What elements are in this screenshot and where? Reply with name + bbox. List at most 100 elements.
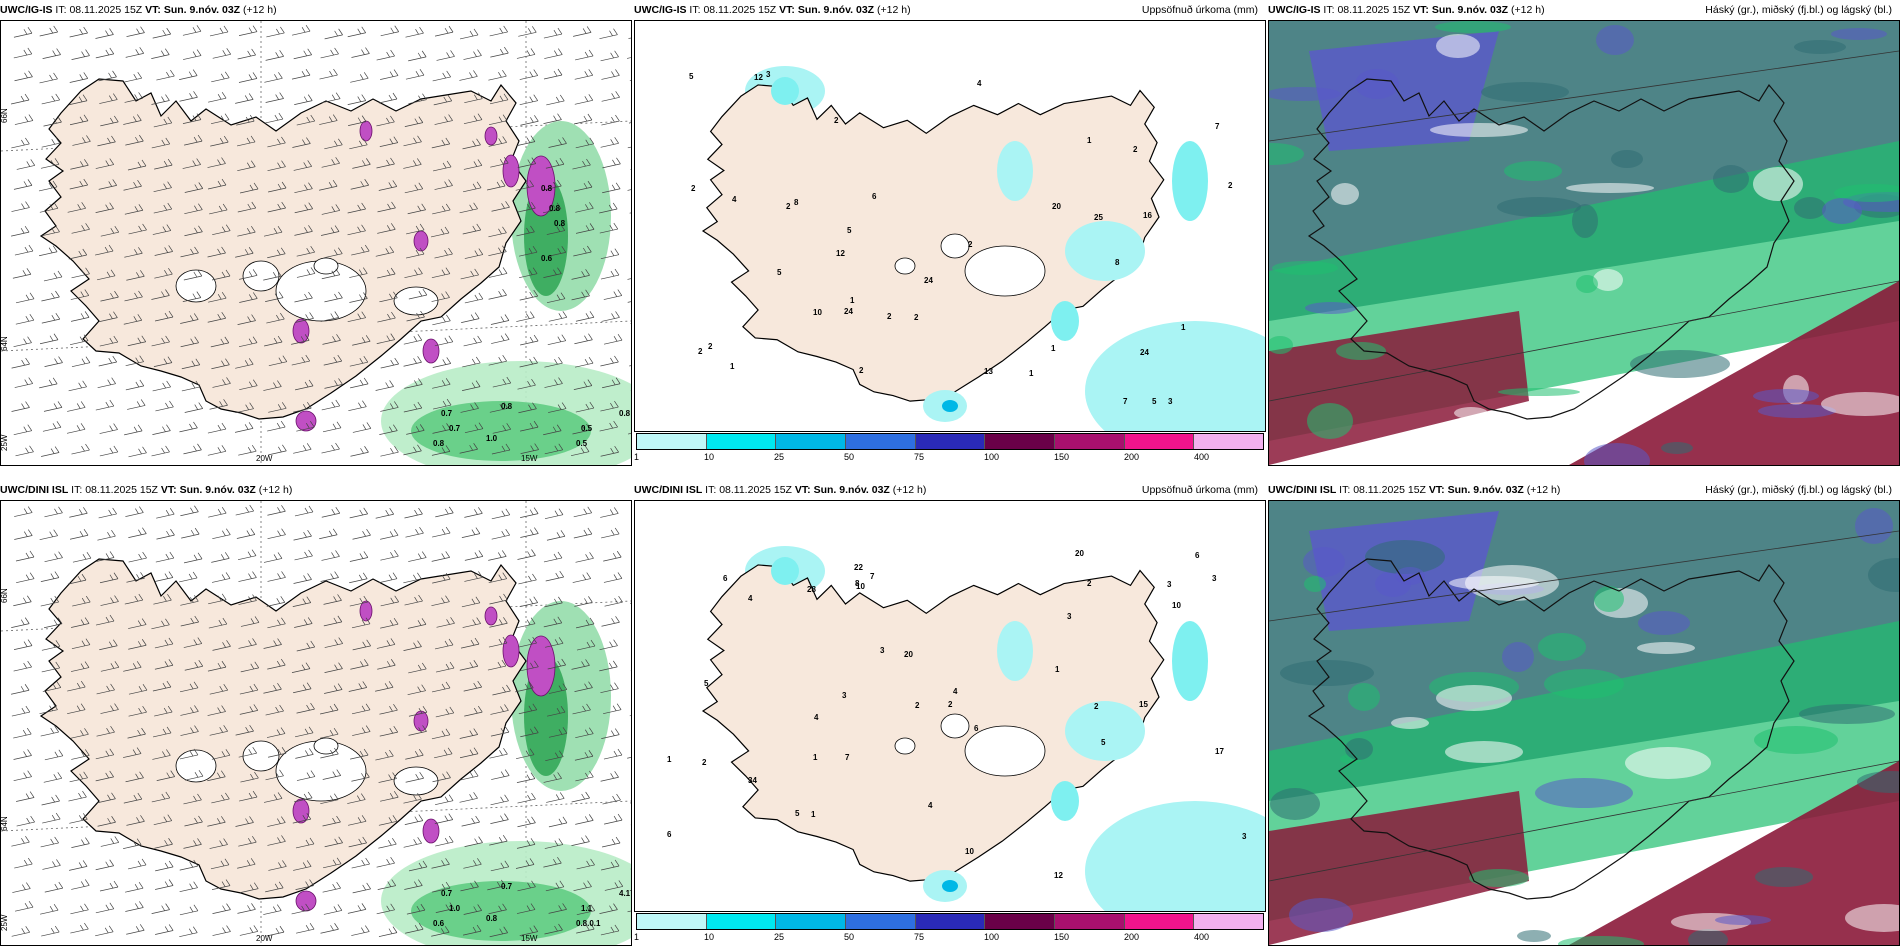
wind-barb bbox=[462, 617, 481, 628]
glacier-patch bbox=[313, 257, 339, 275]
wind-barb bbox=[208, 617, 228, 629]
cloud-patch bbox=[1566, 183, 1654, 193]
wind-barb bbox=[627, 278, 631, 280]
cloud-patch bbox=[1336, 342, 1386, 360]
wind-barb bbox=[296, 923, 315, 934]
wind-barb bbox=[240, 616, 260, 627]
wind-barb bbox=[95, 902, 115, 914]
wind-barb bbox=[403, 356, 422, 367]
wind-barb bbox=[603, 289, 623, 300]
wind-barb bbox=[43, 115, 62, 127]
wind-barb bbox=[626, 57, 631, 59]
snow-spot bbox=[359, 120, 373, 142]
wind-barb bbox=[184, 815, 203, 827]
wind-barb bbox=[123, 71, 143, 83]
wind-speed-label: 0.7 bbox=[501, 882, 513, 891]
wind-map[interactable]: 0.7 0.7 1.1 4.1 1.0 0.8 0.6 0.8.0.1 20W 15W 66N 64N… bbox=[0, 500, 632, 946]
wind-barb bbox=[207, 770, 226, 782]
precip-map[interactable]: 2 1 6 3 12 10 6 3 5 6 7 2 3 17 34 20 28 22 4 6 3 7 4 10 8 20 15 10 1… bbox=[634, 500, 1266, 912]
wind-barb bbox=[491, 508, 511, 520]
wind-barb bbox=[349, 138, 368, 150]
wind-barb bbox=[575, 617, 595, 629]
wind-barb bbox=[184, 660, 204, 671]
wind-barb bbox=[40, 725, 59, 737]
wind-barb bbox=[208, 593, 227, 605]
wind-barb bbox=[544, 923, 563, 935]
panel-clouds-row2: UWC/DINI ISL IT: 08.11.2025 15Z VT: Sun.… bbox=[1268, 480, 1900, 950]
precip-value-label: 3 bbox=[766, 70, 771, 79]
cloud-patch bbox=[1713, 165, 1749, 193]
cloud-patch bbox=[1498, 388, 1580, 396]
axis-label: 25W bbox=[1, 434, 9, 451]
wind-map[interactable]: 0.7 0.8 0.5 0.8 0.7 1.0 0.8 0.5 0.8 0.8 0.8 0.6 20W 1… bbox=[0, 20, 632, 466]
wind-barb bbox=[40, 836, 59, 848]
wind-barb bbox=[44, 551, 63, 563]
wind-barb bbox=[154, 245, 173, 256]
wind-barb bbox=[211, 879, 231, 890]
precip-value-label: 2 bbox=[698, 347, 703, 356]
colorbar-tick: 10 bbox=[704, 932, 715, 942]
wind-barb bbox=[375, 246, 395, 257]
wind-barb bbox=[435, 506, 454, 518]
wind-barb bbox=[347, 793, 366, 804]
cloud-patch bbox=[1821, 392, 1899, 416]
precip-value-label: 4 bbox=[977, 79, 982, 88]
cloud-map[interactable] bbox=[1268, 20, 1900, 466]
panel-clouds-row1: UWC/IG-IS IT: 08.11.2025 15Z VT: Sun. 9.… bbox=[1268, 0, 1900, 480]
cloud-map[interactable] bbox=[1268, 500, 1900, 946]
wind-barb bbox=[600, 507, 619, 518]
model-name: UWC/IG-IS bbox=[1268, 4, 1321, 16]
wind-barb bbox=[380, 357, 399, 369]
wind-barb bbox=[574, 333, 593, 345]
precip-map[interactable]: 24 2 12 8 3 2 2 12 24 25 16 4 5 7 5 1 2 2 7 6 5 8 1 10 24 20 13 2 2 2… bbox=[634, 20, 1266, 432]
cloud-patch bbox=[1794, 197, 1826, 219]
wind-barb bbox=[15, 550, 35, 562]
glacier-patch bbox=[940, 233, 970, 259]
wind-barb bbox=[238, 444, 257, 456]
wind-barb bbox=[40, 904, 59, 915]
wind-barb bbox=[322, 882, 341, 893]
wind-barb bbox=[629, 365, 631, 367]
colorbar-bin bbox=[1194, 434, 1264, 449]
wind-barb bbox=[180, 246, 199, 258]
wind-speed-label: 0.7 bbox=[441, 889, 453, 898]
wind-barb bbox=[42, 48, 61, 59]
precip-value-label: 1 bbox=[667, 755, 672, 764]
wind-barb bbox=[408, 288, 428, 300]
wind-barb bbox=[349, 267, 368, 278]
wind-barb bbox=[627, 757, 631, 759]
wind-barb bbox=[238, 836, 257, 847]
wind-barb bbox=[575, 49, 594, 61]
wind-barb bbox=[152, 726, 172, 738]
panel-wind-row1: UWC/IG-IS IT: 08.11.2025 15Z VT: Sun. 9.… bbox=[0, 0, 632, 480]
wind-barb bbox=[153, 814, 173, 826]
wind-barb bbox=[128, 639, 147, 650]
wind-barb bbox=[320, 47, 339, 59]
wind-barb bbox=[10, 93, 30, 105]
wind-barb bbox=[492, 423, 512, 434]
colorbar-bin bbox=[985, 914, 1056, 929]
wind-barb bbox=[211, 358, 230, 370]
precip-value-label: 7 bbox=[1215, 122, 1220, 131]
wind-barb bbox=[547, 334, 567, 346]
wind-barb bbox=[460, 268, 479, 280]
wind-barb bbox=[69, 114, 89, 126]
wind-barb bbox=[39, 703, 58, 715]
cloud-title: Háský (gr.), miðský (fj.bl.) og lágský (… bbox=[1705, 484, 1892, 496]
wind-barb bbox=[97, 529, 116, 541]
wind-barb bbox=[14, 901, 34, 912]
wind-map-svg: 0.7 0.8 0.5 0.8 0.7 1.0 0.8 0.5 0.8 0.8 0.8 0.6 20W 1… bbox=[1, 21, 631, 465]
wind-barb bbox=[515, 858, 535, 869]
wind-barb bbox=[351, 771, 370, 782]
wind-barb bbox=[41, 290, 60, 302]
precip-value-label: 6 bbox=[872, 192, 877, 201]
wind-barb bbox=[96, 683, 115, 695]
wind-barb bbox=[543, 179, 562, 191]
wind-barb bbox=[488, 114, 508, 126]
graticule-line bbox=[1269, 760, 1899, 882]
wind-barb bbox=[349, 572, 368, 584]
precip-value-label: 5 bbox=[1101, 738, 1106, 747]
wind-barb bbox=[128, 551, 147, 563]
wind-barb bbox=[70, 311, 90, 322]
